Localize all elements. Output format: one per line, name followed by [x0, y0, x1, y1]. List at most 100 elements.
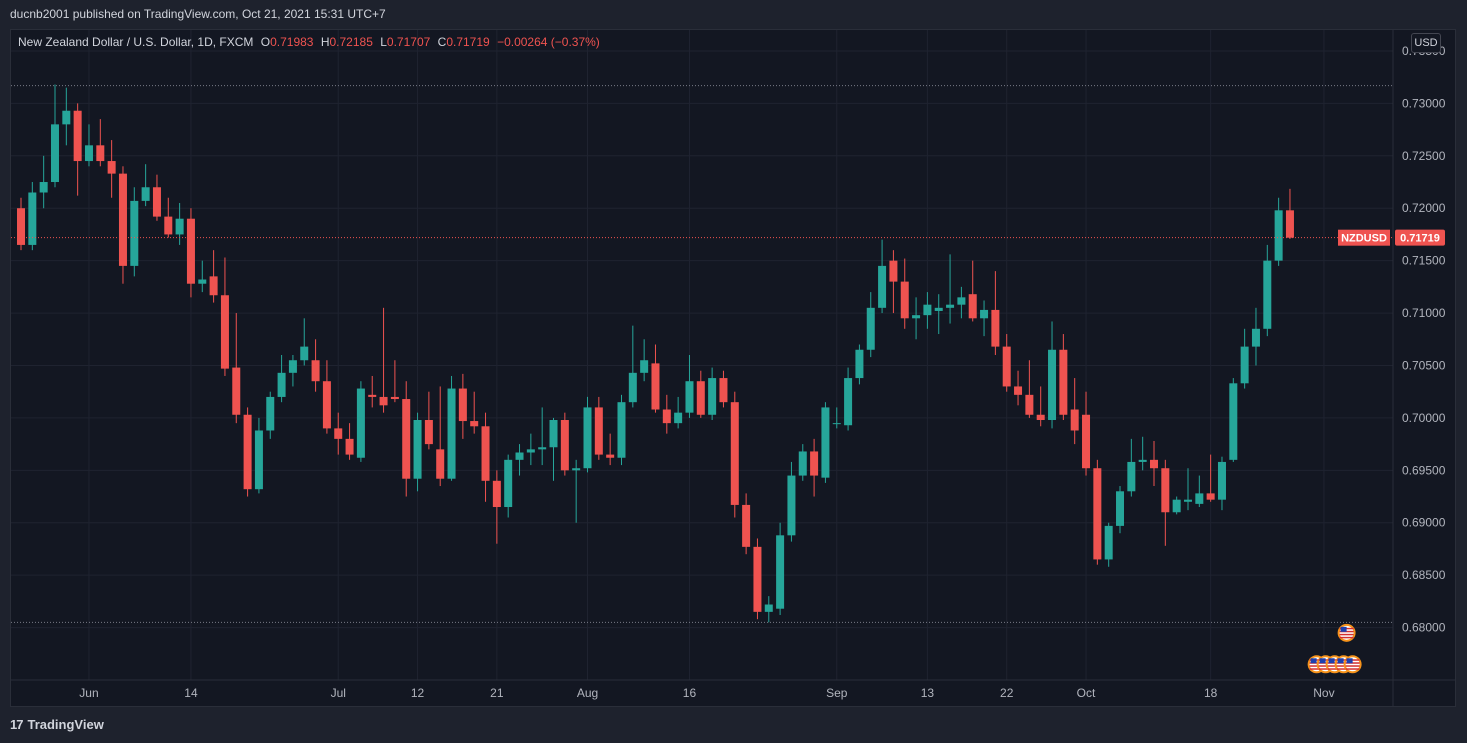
candle-body[interactable] — [674, 412, 683, 424]
candle-body[interactable] — [900, 281, 909, 319]
candle-body[interactable] — [628, 372, 637, 403]
candle-body[interactable] — [560, 420, 569, 471]
candle-body[interactable] — [764, 604, 773, 612]
candle-body[interactable] — [436, 449, 445, 479]
candle-body[interactable] — [515, 452, 524, 460]
candle-body[interactable] — [492, 480, 501, 508]
candle-body[interactable] — [152, 187, 161, 217]
candle-body[interactable] — [1240, 346, 1249, 384]
candle-body[interactable] — [934, 307, 943, 311]
candle-body[interactable] — [957, 297, 966, 305]
candle-body[interactable] — [923, 304, 932, 316]
candle-body[interactable] — [1263, 260, 1272, 329]
candle-body[interactable] — [1127, 461, 1136, 492]
candle-body[interactable] — [1195, 493, 1204, 504]
candle-body[interactable] — [232, 367, 241, 415]
candle-body[interactable] — [1285, 210, 1294, 238]
candle-body[interactable] — [130, 200, 139, 266]
candle-body[interactable] — [220, 295, 229, 369]
symbol-tag[interactable] — [1338, 229, 1390, 246]
candle-body[interactable] — [572, 468, 581, 471]
candle-body[interactable] — [50, 124, 59, 183]
candle-body[interactable] — [1036, 414, 1045, 420]
candle-body[interactable] — [447, 388, 456, 479]
candle-body[interactable] — [470, 421, 479, 427]
price-chart[interactable]: 0.735000.730000.725000.720000.715000.710… — [0, 0, 1467, 707]
candle-body[interactable] — [62, 110, 71, 125]
candle-body[interactable] — [1048, 349, 1057, 420]
candle-body[interactable] — [980, 309, 989, 319]
candle-body[interactable] — [549, 420, 558, 448]
candle-body[interactable] — [118, 173, 127, 266]
candle-body[interactable] — [39, 182, 48, 193]
candle-body[interactable] — [345, 438, 354, 455]
candle-body[interactable] — [198, 279, 207, 284]
candle-body[interactable] — [1150, 459, 1158, 469]
candle-body[interactable] — [84, 145, 93, 162]
candle-body[interactable] — [594, 407, 603, 455]
candle-body[interactable] — [186, 218, 195, 284]
candle-body[interactable] — [504, 459, 513, 508]
candle-body[interactable] — [1183, 499, 1192, 502]
candle-body[interactable] — [889, 260, 898, 282]
candle-body[interactable] — [1229, 383, 1238, 460]
currency-button[interactable]: USD — [1411, 33, 1441, 53]
candle-body[interactable] — [1025, 394, 1034, 415]
candle-body[interactable] — [96, 145, 105, 162]
candle-body[interactable] — [787, 475, 796, 536]
candle-body[interactable] — [379, 396, 388, 406]
candle-body[interactable] — [107, 161, 116, 174]
candle-body[interactable] — [277, 372, 286, 397]
candle-body[interactable] — [685, 381, 694, 413]
candle-body[interactable] — [334, 428, 343, 439]
candle-body[interactable] — [776, 535, 785, 609]
candle-body[interactable] — [662, 409, 671, 424]
candle-body[interactable] — [583, 407, 592, 469]
candle-body[interactable] — [322, 381, 331, 429]
candle-body[interactable] — [1116, 491, 1125, 526]
candle-body[interactable] — [968, 294, 977, 319]
candle-body[interactable] — [708, 378, 717, 415]
candle-body[interactable] — [73, 110, 82, 162]
candle-body[interactable] — [1217, 461, 1226, 500]
candle-body[interactable] — [402, 399, 411, 479]
candle-body[interactable] — [1138, 459, 1147, 462]
candle-body[interactable] — [28, 192, 37, 245]
candle-body[interactable] — [1070, 409, 1079, 431]
candle-body[interactable] — [141, 187, 150, 201]
candle-body[interactable] — [742, 504, 751, 547]
candle-body[interactable] — [1251, 328, 1260, 347]
us-flag-event-icon[interactable] — [1337, 623, 1356, 642]
candle-body[interactable] — [1002, 346, 1011, 387]
candle-body[interactable] — [288, 360, 297, 373]
candle-body[interactable] — [526, 449, 535, 453]
candle-body[interactable] — [356, 388, 365, 458]
candle-body[interactable] — [696, 381, 705, 415]
candle-body[interactable] — [209, 276, 218, 296]
candle-body[interactable] — [458, 388, 467, 422]
candle-body[interactable] — [1274, 210, 1283, 261]
candle-body[interactable] — [855, 349, 864, 379]
candle-body[interactable] — [832, 423, 841, 425]
candle-body[interactable] — [1059, 349, 1068, 415]
candle-body[interactable] — [1172, 499, 1181, 513]
candle-body[interactable] — [912, 315, 921, 319]
candle-body[interactable] — [413, 420, 422, 479]
candle-body[interactable] — [730, 402, 739, 505]
candle-body[interactable] — [1206, 493, 1215, 500]
candle-body[interactable] — [878, 265, 887, 308]
candle-body[interactable] — [798, 451, 807, 476]
candle-body[interactable] — [606, 454, 615, 458]
candle-body[interactable] — [753, 546, 762, 612]
candle-body[interactable] — [424, 420, 433, 445]
chart-frame[interactable] — [10, 29, 1456, 707]
candle-body[interactable] — [300, 346, 309, 361]
candle-body[interactable] — [866, 307, 875, 350]
candle-body[interactable] — [640, 360, 649, 373]
candle-body[interactable] — [311, 360, 320, 382]
last-price-tag[interactable] — [1395, 229, 1445, 246]
us-flag-event-icon[interactable] — [1343, 655, 1362, 674]
candle-body[interactable] — [1104, 525, 1113, 560]
candle-body[interactable] — [390, 396, 399, 400]
candle-body[interactable] — [368, 394, 377, 397]
